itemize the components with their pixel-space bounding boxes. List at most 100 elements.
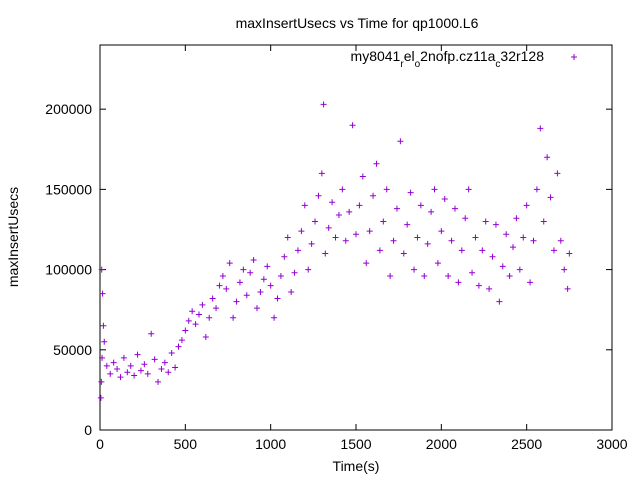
data-point xyxy=(356,202,363,209)
data-point xyxy=(236,279,243,286)
data-point xyxy=(393,205,400,212)
plot-frame xyxy=(99,44,613,431)
data-point xyxy=(254,305,261,312)
data-point xyxy=(101,338,108,345)
data-point xyxy=(247,269,254,276)
data-point xyxy=(120,354,127,361)
data-point xyxy=(216,282,223,289)
data-point xyxy=(124,369,131,376)
data-point xyxy=(320,101,327,108)
data-point xyxy=(301,202,308,209)
data-point xyxy=(550,247,557,254)
data-point xyxy=(390,237,397,244)
data-point xyxy=(175,343,182,350)
data-point xyxy=(465,186,472,193)
data-point xyxy=(131,372,138,379)
data-point xyxy=(496,298,503,305)
data-point xyxy=(257,289,264,296)
legend: my8041relo2nofp.cz11ac32r128 xyxy=(351,48,577,70)
data-point xyxy=(414,234,421,241)
data-point xyxy=(158,366,165,373)
data-point xyxy=(407,189,414,196)
data-point xyxy=(520,234,527,241)
data-point xyxy=(544,154,551,161)
y-axis: 0 50000 100000 150000 200000 xyxy=(45,101,612,438)
data-point xyxy=(397,138,404,145)
data-point xyxy=(370,192,377,199)
data-point xyxy=(434,260,441,267)
data-point xyxy=(260,276,267,283)
data-point xyxy=(264,263,271,270)
chart-title: maxInsertUsecs vs Time for qp1000.L6 xyxy=(236,15,479,31)
legend-label: my8041relo2nofp.cz11ac32r128 xyxy=(351,48,545,70)
data-point xyxy=(288,289,295,296)
data-point xyxy=(376,247,383,254)
data-point xyxy=(291,269,298,276)
data-point xyxy=(441,196,448,202)
data-points xyxy=(97,101,573,401)
data-point xyxy=(482,218,489,225)
x-tick-label: 1000 xyxy=(255,436,286,452)
x-axis: 0 500 1000 1500 2000 2500 3000 xyxy=(96,45,628,452)
data-point xyxy=(233,298,240,305)
data-point xyxy=(312,218,319,225)
data-point xyxy=(342,237,349,244)
data-point xyxy=(404,221,411,228)
data-point xyxy=(428,208,435,215)
data-point xyxy=(165,369,172,376)
data-point xyxy=(359,173,366,180)
data-point xyxy=(533,186,540,193)
data-point xyxy=(322,250,329,257)
data-point xyxy=(458,247,465,254)
data-point xyxy=(506,273,513,279)
data-point xyxy=(144,370,151,377)
data-point xyxy=(137,367,144,374)
data-point xyxy=(411,266,418,273)
data-point xyxy=(475,282,482,289)
y-tick-label: 200000 xyxy=(45,101,92,117)
data-point xyxy=(523,202,530,209)
data-point xyxy=(267,282,274,289)
data-point xyxy=(479,247,486,254)
data-point xyxy=(226,260,233,267)
y-tick-label: 0 xyxy=(84,422,92,438)
x-axis-label: Time(s) xyxy=(333,458,380,474)
data-point xyxy=(178,337,185,344)
data-point xyxy=(281,253,288,260)
data-point xyxy=(400,250,407,257)
data-point xyxy=(202,333,209,340)
data-point xyxy=(100,322,107,329)
data-point xyxy=(380,218,387,225)
data-point xyxy=(530,237,537,244)
y-axis-label: maxInsertUsecs xyxy=(5,187,21,287)
data-point xyxy=(114,366,121,373)
data-point xyxy=(192,321,199,328)
data-point xyxy=(421,273,428,279)
y-tick-label: 50000 xyxy=(53,342,92,358)
data-point xyxy=(516,266,523,273)
data-point xyxy=(99,354,106,361)
data-point xyxy=(284,234,291,241)
data-point xyxy=(353,231,359,238)
legend-marker-symbol xyxy=(571,54,577,60)
data-point xyxy=(134,351,141,358)
data-point xyxy=(383,186,390,193)
data-point xyxy=(195,311,202,318)
data-point xyxy=(472,234,479,241)
data-point xyxy=(277,273,284,279)
data-point xyxy=(107,370,114,377)
data-point xyxy=(141,361,148,368)
y-tick-label: 150000 xyxy=(45,181,92,197)
data-point xyxy=(230,314,237,321)
data-point xyxy=(148,330,155,337)
data-point xyxy=(209,295,216,302)
data-point xyxy=(219,273,226,279)
x-tick-label: 2500 xyxy=(511,436,542,452)
data-point xyxy=(448,237,455,244)
data-point xyxy=(527,279,534,286)
data-point xyxy=(168,350,175,356)
data-point xyxy=(431,186,438,193)
data-point xyxy=(510,244,517,251)
data-point xyxy=(438,228,445,235)
